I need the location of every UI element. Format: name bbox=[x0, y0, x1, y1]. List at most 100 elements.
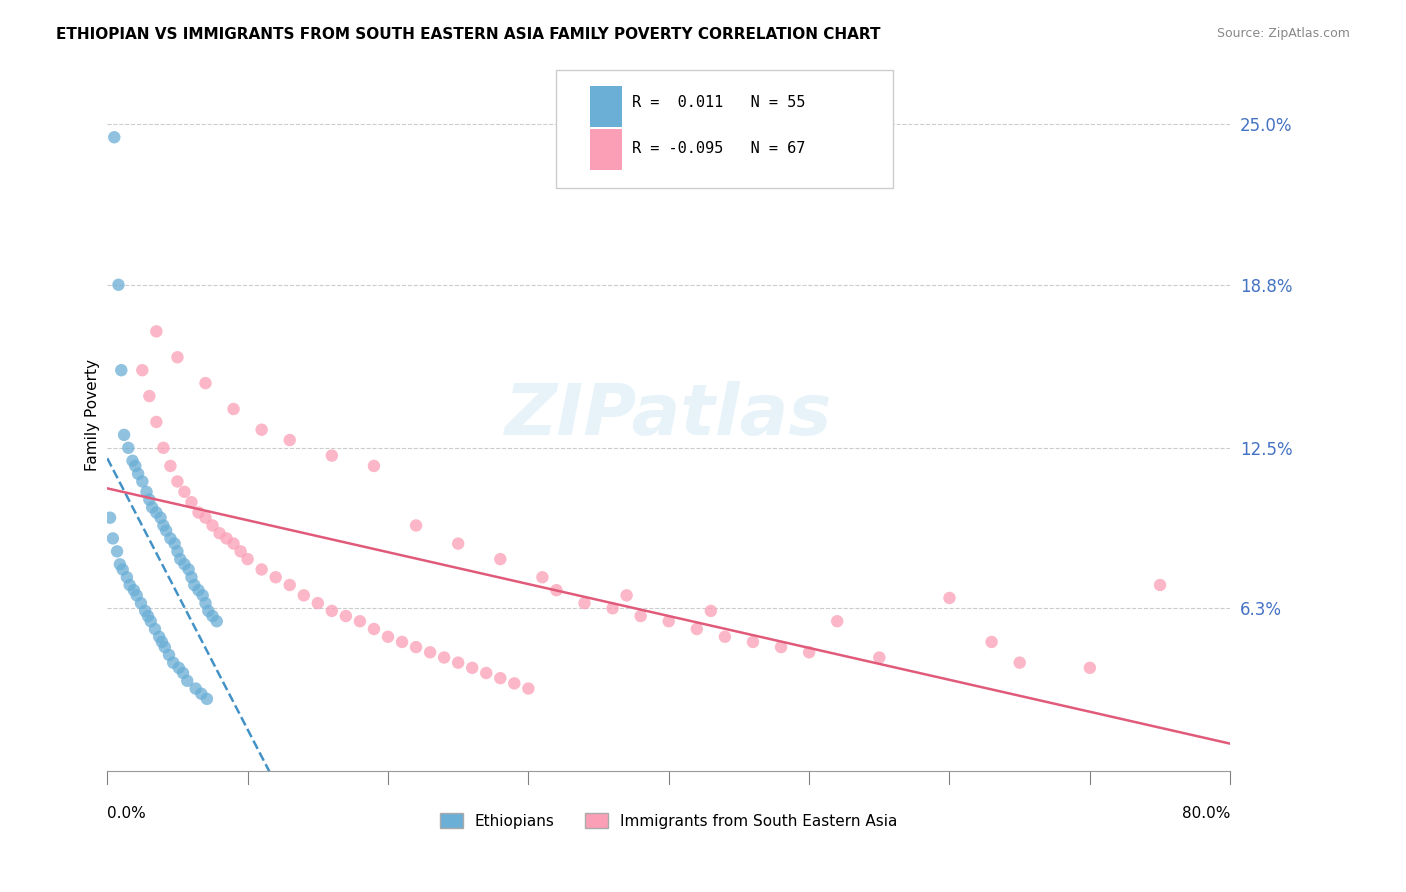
Point bbox=[475, 665, 498, 680]
Point bbox=[172, 665, 194, 680]
Point bbox=[433, 650, 456, 665]
Point bbox=[184, 681, 207, 696]
Point bbox=[157, 648, 180, 662]
Point bbox=[222, 536, 245, 550]
Point bbox=[616, 588, 638, 602]
Point bbox=[195, 692, 218, 706]
Point bbox=[177, 562, 200, 576]
Point bbox=[770, 640, 793, 654]
Point bbox=[307, 596, 329, 610]
Point bbox=[155, 524, 177, 538]
Point bbox=[191, 588, 214, 602]
Point bbox=[190, 687, 212, 701]
Point bbox=[166, 544, 188, 558]
Point bbox=[166, 350, 188, 364]
Point bbox=[180, 495, 202, 509]
Point bbox=[419, 645, 441, 659]
Point bbox=[447, 656, 470, 670]
FancyBboxPatch shape bbox=[591, 86, 621, 128]
Y-axis label: Family Poverty: Family Poverty bbox=[86, 359, 100, 472]
Point bbox=[138, 492, 160, 507]
Point bbox=[145, 506, 167, 520]
Point bbox=[194, 596, 217, 610]
Point bbox=[194, 376, 217, 391]
Point bbox=[125, 588, 148, 602]
Point bbox=[797, 645, 820, 659]
Point bbox=[278, 578, 301, 592]
Point bbox=[105, 544, 128, 558]
Point bbox=[229, 544, 252, 558]
Point bbox=[201, 518, 224, 533]
Point bbox=[208, 526, 231, 541]
Text: Source: ZipAtlas.com: Source: ZipAtlas.com bbox=[1216, 27, 1350, 40]
Point bbox=[107, 277, 129, 292]
Text: ZIPatlas: ZIPatlas bbox=[505, 381, 832, 450]
Point bbox=[167, 661, 190, 675]
Point bbox=[152, 441, 174, 455]
Point bbox=[149, 510, 172, 524]
Point bbox=[173, 484, 195, 499]
Point bbox=[1008, 656, 1031, 670]
Text: 0.0%: 0.0% bbox=[107, 806, 146, 821]
Point bbox=[1149, 578, 1171, 592]
Point bbox=[166, 475, 188, 489]
Point bbox=[136, 609, 159, 624]
Point bbox=[118, 578, 141, 592]
Point bbox=[250, 562, 273, 576]
Point bbox=[602, 601, 624, 615]
Point bbox=[201, 609, 224, 624]
Point bbox=[658, 614, 681, 628]
Point bbox=[321, 604, 343, 618]
Point bbox=[363, 458, 385, 473]
Point bbox=[222, 402, 245, 417]
Point bbox=[980, 635, 1002, 649]
Point bbox=[825, 614, 848, 628]
Point bbox=[103, 130, 125, 145]
Point bbox=[180, 570, 202, 584]
Point bbox=[143, 622, 166, 636]
Point bbox=[163, 536, 186, 550]
Point bbox=[159, 458, 181, 473]
Point bbox=[117, 441, 139, 455]
Point bbox=[700, 604, 723, 618]
Point bbox=[101, 532, 124, 546]
Point bbox=[187, 583, 209, 598]
Point bbox=[187, 506, 209, 520]
Point bbox=[503, 676, 526, 690]
Point bbox=[145, 324, 167, 338]
Point bbox=[405, 518, 427, 533]
Point bbox=[630, 609, 652, 624]
Point bbox=[148, 630, 170, 644]
Point bbox=[138, 389, 160, 403]
Point bbox=[129, 596, 152, 610]
Point bbox=[159, 532, 181, 546]
Text: R =  0.011   N = 55: R = 0.011 N = 55 bbox=[631, 95, 806, 110]
Point bbox=[111, 562, 134, 576]
Point bbox=[197, 604, 219, 618]
Point bbox=[134, 604, 156, 618]
Text: R = -0.095   N = 67: R = -0.095 N = 67 bbox=[631, 141, 806, 156]
Point bbox=[363, 622, 385, 636]
Text: 80.0%: 80.0% bbox=[1182, 806, 1230, 821]
Point bbox=[141, 500, 163, 515]
Point bbox=[686, 622, 709, 636]
Point bbox=[108, 558, 131, 572]
Point bbox=[447, 536, 470, 550]
Point bbox=[215, 532, 238, 546]
Point bbox=[938, 591, 960, 605]
Text: ETHIOPIAN VS IMMIGRANTS FROM SOUTH EASTERN ASIA FAMILY POVERTY CORRELATION CHART: ETHIOPIAN VS IMMIGRANTS FROM SOUTH EASTE… bbox=[56, 27, 880, 42]
Point bbox=[162, 656, 184, 670]
Point bbox=[377, 630, 399, 644]
Point bbox=[183, 578, 205, 592]
Point bbox=[461, 661, 484, 675]
Point bbox=[145, 415, 167, 429]
Point bbox=[405, 640, 427, 654]
Point bbox=[176, 673, 198, 688]
Point bbox=[115, 570, 138, 584]
Point bbox=[173, 558, 195, 572]
Point bbox=[868, 650, 890, 665]
Point bbox=[321, 449, 343, 463]
Point bbox=[153, 640, 176, 654]
Point bbox=[127, 467, 149, 481]
Point bbox=[714, 630, 737, 644]
